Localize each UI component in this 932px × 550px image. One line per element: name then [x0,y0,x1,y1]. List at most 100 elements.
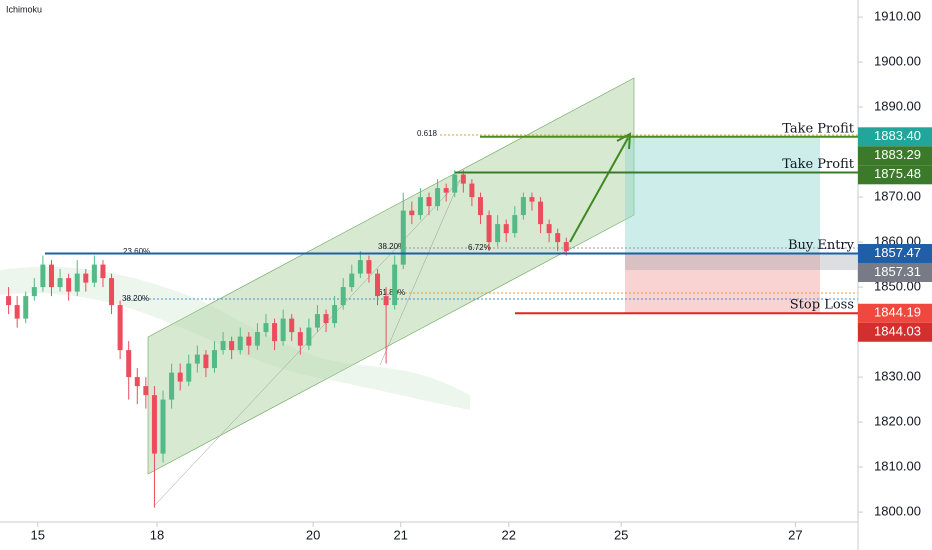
candle-body [237,336,243,351]
ichimoku-cloud [0,266,470,410]
fib-label: 23.60% [123,247,150,256]
candle-body [392,264,398,306]
candle-body [229,341,235,351]
candle-body [563,242,569,252]
candle-body [280,318,286,342]
level-label: Take Profit [782,121,855,136]
candle-body [263,323,269,333]
candle-body [357,260,363,274]
candle-body [417,197,423,216]
price-tag [858,165,932,185]
price-tag [858,262,932,282]
candle-body [254,332,260,346]
price-tag-label: 1883.40 [874,128,921,143]
candle-body [134,377,140,387]
loss-zone [625,253,820,313]
candle-body [272,323,278,342]
trend-line [379,179,461,366]
candle-body [477,197,483,216]
candle-body [14,305,20,319]
candle-body [520,197,526,216]
y-tick-label: 1850.00 [874,279,921,294]
candle-body [220,341,226,351]
candle-body [48,264,54,288]
candle-body [23,296,29,319]
candle-body [529,197,535,202]
y-tick-label: 1830.00 [874,369,921,384]
candle-body [212,350,217,369]
candle-body [452,174,458,193]
price-tag-label: 1857.31 [874,264,921,279]
candle-body [443,188,449,193]
candle-body [297,332,303,346]
candle-body [512,215,518,234]
candle-body [555,233,561,243]
indicator-name: Ichimoku [6,4,42,14]
candle-body [426,197,432,207]
candle-body [460,174,466,184]
y-tick-label: 1900.00 [874,54,921,69]
candle-body [400,210,406,265]
candle-body [289,318,295,333]
arrow-head [616,132,632,150]
candle-body [538,201,544,225]
price-tag-label: 1844.19 [874,305,921,320]
candle-body [6,296,12,306]
candle-body [246,336,252,346]
fib-label: 61.80% [378,288,405,297]
candle-body [169,372,175,400]
level-label: Take Profit [782,157,855,172]
candle-body [469,183,475,198]
candle-body [375,273,381,297]
candle-body [31,287,37,297]
price-tag [858,243,932,263]
channel [147,77,635,475]
x-tick-label: 22 [502,527,516,542]
fib-label: 6.72% [468,243,491,252]
price-tag [858,322,932,342]
y-tick-label: 1870.00 [874,189,921,204]
candle-body [160,399,166,454]
price-tag [858,146,932,166]
candle-body [306,327,312,346]
candle-body [40,264,46,288]
candle-body [83,273,89,283]
profit-zone [625,137,820,253]
candle-body [117,305,123,351]
candle-body [143,386,149,396]
candle-body [435,188,441,207]
fib-label: 38.20% [122,294,149,303]
candle-body [349,273,355,288]
price-tag-label: 1844.03 [874,324,921,339]
candle-body [486,215,492,243]
price-tag-label: 1883.29 [874,147,921,162]
x-tick-label: 27 [788,527,802,542]
x-tick-label: 15 [31,527,45,542]
y-tick-label: 1810.00 [874,459,921,474]
candle-body [57,278,63,288]
candle-body [186,363,192,382]
candle-body [177,372,183,382]
candle-body [546,224,552,234]
candle-body [340,287,346,306]
entry-band [625,253,858,270]
y-tick-label: 1800.00 [874,504,921,519]
candle-body [74,273,80,292]
fib-label: 0.618 [417,129,438,138]
candle-body [383,296,389,306]
candle-body [66,278,72,292]
price-tag [858,303,932,323]
candle-body [126,350,132,378]
x-tick-label: 25 [614,527,628,542]
level-label: Stop Loss [790,298,854,313]
candle-body [109,278,115,306]
y-tick-label: 1820.00 [874,414,921,429]
candle-body [366,260,372,274]
x-tick-label: 21 [393,527,407,542]
price-tag-label: 1875.48 [874,166,921,181]
candle-body [91,264,97,283]
price-tag-label: 1857.47 [874,245,921,260]
candle-body [194,354,200,364]
arrow [569,137,629,243]
